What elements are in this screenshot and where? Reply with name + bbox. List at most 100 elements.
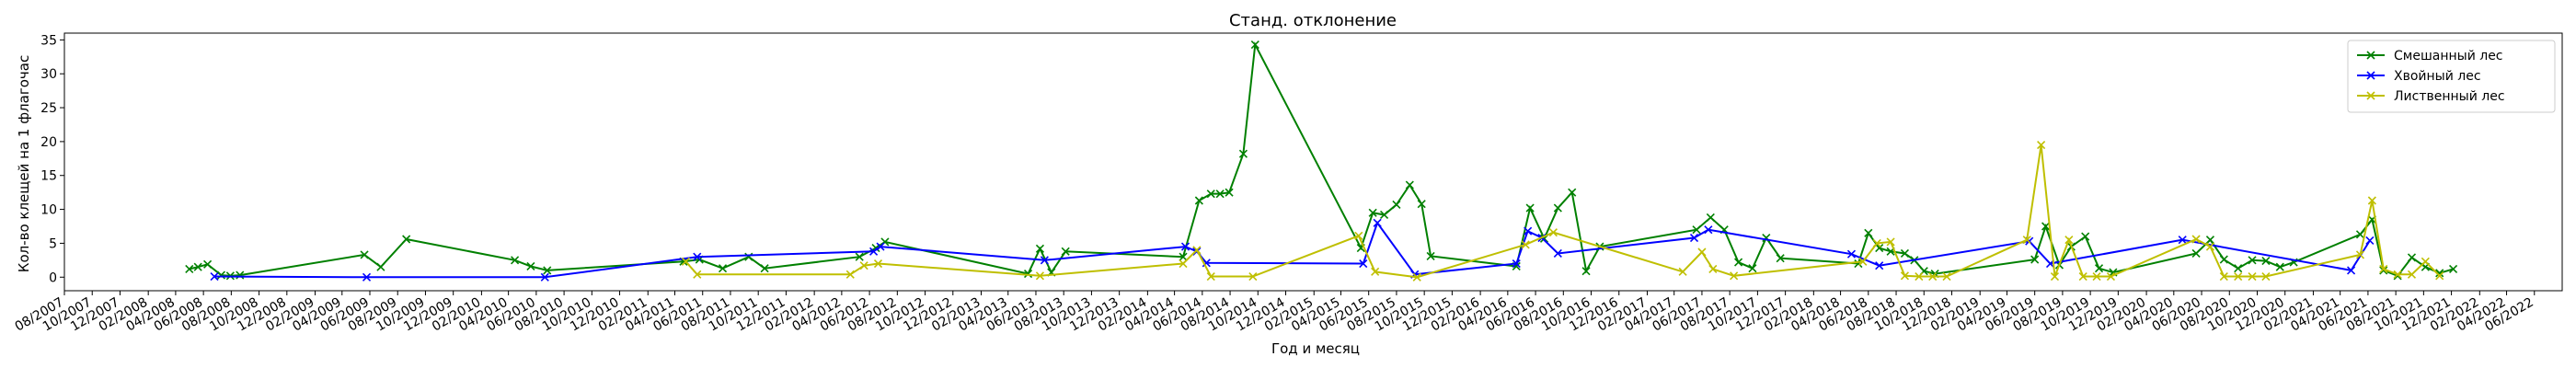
marker-stroke bbox=[2037, 141, 2046, 150]
data-point bbox=[1405, 180, 1414, 190]
y-tick-label: 15 bbox=[40, 169, 57, 184]
marker-stroke bbox=[855, 252, 864, 261]
marker-stroke bbox=[2435, 271, 2444, 281]
marker-stroke bbox=[1179, 259, 1188, 269]
data-point bbox=[2407, 270, 2417, 279]
data-point bbox=[2106, 271, 2115, 282]
marker-stroke bbox=[1706, 213, 1715, 222]
marker-stroke bbox=[1776, 254, 1785, 263]
marker-stroke bbox=[1179, 252, 1188, 261]
data-point bbox=[2092, 271, 2101, 282]
data-point bbox=[1689, 233, 1699, 243]
marker-stroke bbox=[2393, 270, 2402, 279]
marker-stroke bbox=[216, 270, 226, 280]
marker-stroke bbox=[543, 266, 552, 275]
data-point bbox=[1706, 213, 1715, 222]
data-point bbox=[1875, 244, 1884, 253]
data-point bbox=[2393, 270, 2402, 279]
data-point bbox=[1250, 40, 1259, 50]
data-point bbox=[402, 235, 411, 244]
data-point bbox=[1858, 257, 1868, 266]
data-point bbox=[1568, 188, 1577, 197]
data-point bbox=[1354, 231, 1363, 240]
data-point bbox=[2094, 264, 2104, 273]
marker-stroke bbox=[1900, 248, 1910, 259]
data-point bbox=[203, 259, 213, 269]
marker-stroke bbox=[1202, 259, 1211, 268]
data-point bbox=[1872, 238, 1881, 247]
plot-frame bbox=[63, 32, 2563, 292]
marker-stroke bbox=[1689, 233, 1699, 243]
marker-stroke bbox=[2407, 270, 2417, 279]
marker-stroke bbox=[2248, 256, 2257, 265]
marker-stroke bbox=[681, 257, 690, 266]
data-point bbox=[1900, 271, 1910, 281]
legend-label: Смешанный лес bbox=[2394, 49, 2503, 63]
data-point bbox=[1035, 244, 1044, 253]
data-point bbox=[1194, 196, 1203, 205]
marker-stroke bbox=[2261, 257, 2271, 266]
data-point bbox=[1373, 218, 1382, 227]
data-point bbox=[2050, 271, 2060, 282]
y-axis-title: Кол-во клещей на 1 флагочас bbox=[16, 55, 32, 272]
marker-stroke bbox=[540, 272, 549, 282]
data-point bbox=[2261, 271, 2271, 282]
data-point bbox=[873, 259, 883, 269]
marker-stroke bbox=[362, 272, 372, 282]
data-point bbox=[693, 270, 702, 279]
data-point bbox=[2022, 236, 2031, 245]
marker-stroke bbox=[2234, 264, 2243, 273]
data-point bbox=[2191, 248, 2201, 259]
marker-stroke bbox=[2178, 236, 2187, 245]
marker-stroke bbox=[1354, 231, 1363, 240]
data-point bbox=[1525, 203, 1535, 213]
marker-stroke bbox=[1206, 190, 1215, 199]
marker-stroke bbox=[868, 247, 879, 256]
data-point bbox=[543, 266, 552, 275]
data-point bbox=[876, 242, 885, 251]
marker-stroke bbox=[1762, 233, 1771, 243]
data-point bbox=[2205, 242, 2215, 251]
data-point bbox=[1061, 247, 1070, 256]
data-point bbox=[1225, 188, 1234, 197]
data-point bbox=[1734, 258, 1743, 267]
data-point bbox=[1202, 259, 1211, 268]
data-point bbox=[1180, 242, 1190, 251]
marker-stroke bbox=[2041, 222, 2051, 231]
marker-stroke bbox=[203, 259, 213, 269]
data-point bbox=[2030, 255, 2040, 264]
marker-stroke bbox=[210, 271, 219, 282]
data-point bbox=[1730, 271, 1739, 281]
data-point bbox=[2205, 236, 2215, 245]
marker-stroke bbox=[1692, 225, 1701, 235]
data-point bbox=[1040, 256, 1049, 265]
data-point bbox=[540, 272, 549, 282]
y-tick-label: 30 bbox=[40, 67, 57, 82]
marker-stroke bbox=[1568, 188, 1577, 197]
marker-stroke bbox=[2205, 236, 2215, 245]
marker-stroke bbox=[2092, 271, 2101, 282]
data-point bbox=[2365, 236, 2375, 246]
marker-stroke bbox=[2393, 271, 2402, 281]
data-point bbox=[1553, 203, 1562, 213]
marker-stroke bbox=[1371, 267, 1380, 276]
marker-stroke bbox=[2379, 264, 2388, 273]
marker-stroke bbox=[1864, 228, 1873, 237]
data-point bbox=[2379, 264, 2388, 273]
data-point bbox=[1392, 200, 1401, 209]
data-point bbox=[1915, 271, 1924, 282]
marker-stroke bbox=[1875, 261, 1884, 270]
marker-stroke bbox=[2379, 266, 2388, 275]
marker-stroke bbox=[693, 252, 702, 261]
data-point bbox=[2379, 266, 2388, 275]
x-axis-title: Год и месяц bbox=[1271, 340, 1360, 357]
marker-stroke bbox=[1846, 249, 1857, 259]
legend-item: Смешанный лес bbox=[2357, 49, 2503, 63]
data-point bbox=[1942, 271, 1951, 282]
data-point bbox=[1368, 208, 1377, 217]
marker-stroke bbox=[2106, 271, 2115, 282]
marker-stroke bbox=[1412, 272, 1421, 282]
marker-stroke bbox=[1194, 196, 1203, 205]
data-point bbox=[1708, 264, 1718, 273]
